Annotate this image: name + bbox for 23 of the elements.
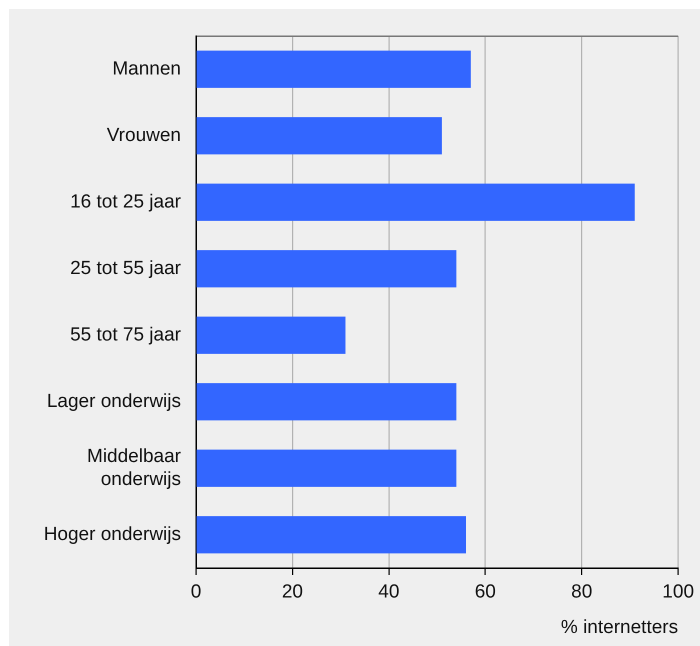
x-axis-title: % internetters [560, 616, 678, 638]
y-tick-label: 16 tot 25 jaar [70, 191, 182, 212]
bar [196, 316, 346, 354]
x-tick-label: 60 [474, 582, 496, 603]
x-tick-label: 40 [378, 582, 400, 603]
y-tick-label: Mannen [112, 58, 181, 80]
bar [196, 184, 635, 221]
x-tick-label: 80 [571, 582, 592, 603]
bar [196, 516, 466, 554]
bar [196, 117, 442, 154]
bar [196, 450, 456, 487]
bar [196, 383, 456, 420]
y-tick-label: 25 tot 55 jaar [70, 258, 182, 279]
x-tick-label: 0 [190, 582, 202, 603]
y-tick-label: Lager onderwijs [46, 390, 181, 412]
y-tick-label: Middelbaar onderwijs [87, 446, 182, 490]
bar [196, 50, 471, 88]
x-tick-label: 20 [282, 582, 303, 603]
y-tick-label: Hoger onderwijs [44, 524, 181, 545]
y-tick-label: 55 tot 75 jaar [70, 324, 182, 346]
y-tick-label: Vrouwen [106, 124, 181, 146]
bar [196, 250, 456, 288]
x-tick-label: 100 [662, 582, 694, 603]
